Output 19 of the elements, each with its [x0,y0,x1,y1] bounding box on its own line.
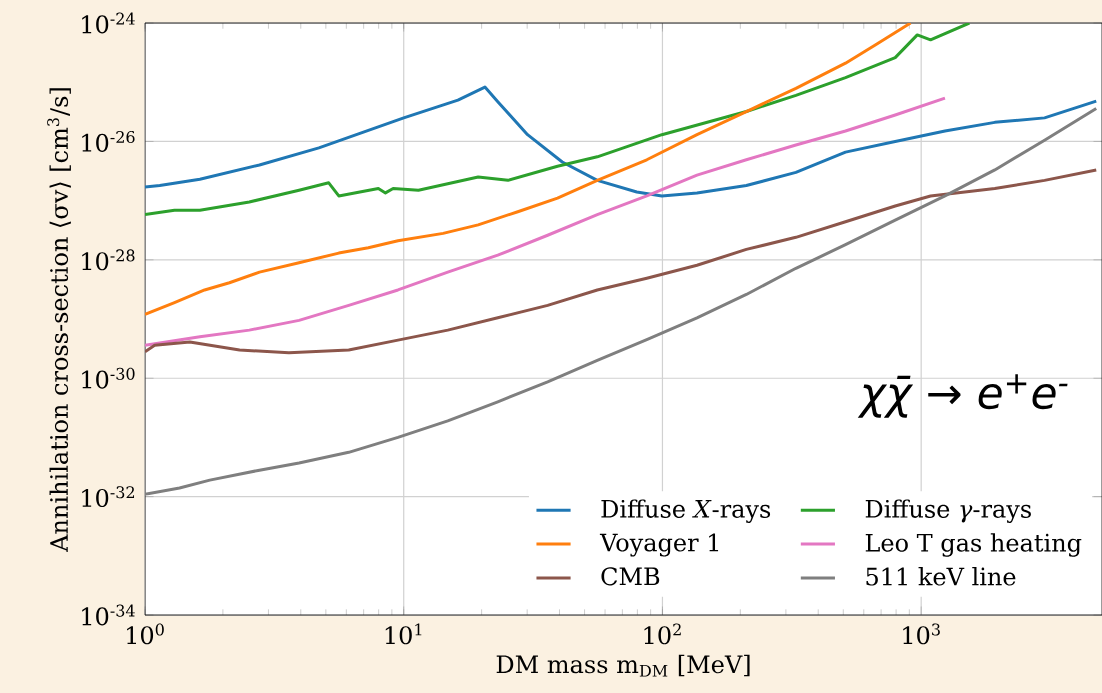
y-axis-title: Annihilation cross-section ⟨σv⟩ [cm$^{3}$/s] [47,88,71,552]
legend-label: Diffuse γ-rays [865,499,1031,523]
y-tick-label: 10$^{-26}$ [82,130,135,152]
x-axis-title: DM mass m$_{DM}$ [MeV] [496,654,750,677]
legend-label: Voyager 1 [599,533,719,557]
legend-label: Diffuse X-rays [601,499,771,523]
x-tick-label: 10$^{3}$ [903,623,940,645]
y-tick-label: 10$^{-28}$ [82,249,135,271]
y-tick-label: 10$^{-34}$ [82,604,135,626]
x-tick-label: 10$^{2}$ [644,623,681,645]
x-tick-label: 10$^{1}$ [385,623,422,645]
y-tick-label: 10$^{-30}$ [82,367,135,389]
legend-label: Leo T gas heating [865,533,1082,557]
x-tick-label: 10$^{0}$ [127,623,164,645]
annotation: χχ̄ → e$^{+}$e$^{-}$ [857,374,1068,418]
legend-label: CMB [601,567,660,586]
y-tick-label: 10$^{-32}$ [82,486,135,508]
legend-label: 511 keV line [866,567,1016,586]
y-tick-label: 10$^{-24}$ [82,12,135,34]
